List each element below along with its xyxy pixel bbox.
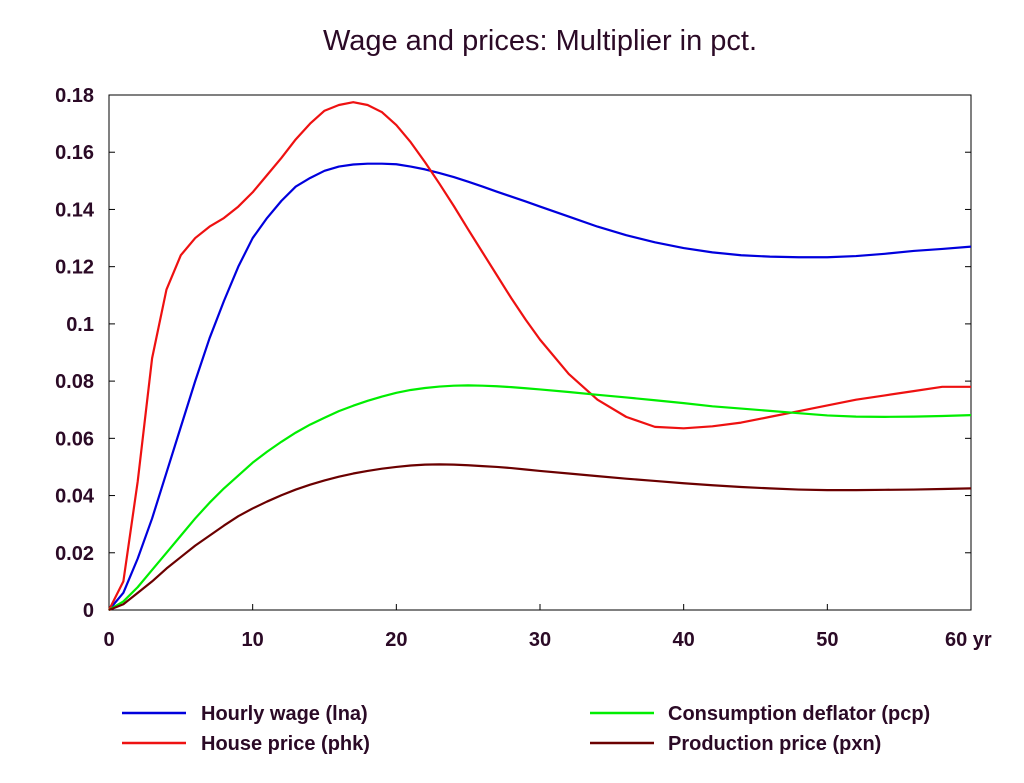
x-tick-label: 10 [242,629,264,651]
legend: Hourly wage (lna) House price (phk) Consum… [122,703,930,755]
y-tick-label: 0.12 [55,257,94,279]
series-lines [108,101,972,612]
y-tick-label: 0.04 [55,486,95,508]
legend-label: House price (phk) [201,733,370,755]
x-tick-label: 20 [385,629,407,651]
x-axis: 0 10 20 30 40 50 60 yr [103,604,992,651]
series-line-1 [108,101,971,611]
chart-title: Wage and prices: Multiplier in pct. [323,25,757,57]
legend-label: Production price (pxn) [668,733,881,755]
series-line-0 [108,162,972,611]
y-tick-label: 0.16 [55,142,94,164]
series-line-2 [108,384,972,611]
y-tick-label: 0.1 [66,314,94,336]
y-axis: 0 0.02 0.04 0.06 0.08 0.1 0.12 0.14 0.16 0.18 [55,85,971,622]
plot-frame [108,94,972,611]
y-tick-label: 0.02 [55,543,94,565]
x-tick-label: 40 [673,629,695,651]
y-tick-label: 0.14 [55,199,95,221]
x-tick-label: 60 yr [945,629,992,651]
y-tick-label: 0.18 [55,85,94,107]
legend-label: Hourly wage (lna) [201,703,368,725]
y-tick-label: 0 [83,600,94,622]
legend-label: Consumption deflator (pcp) [668,703,930,725]
series-line-3 [108,463,972,612]
y-tick-label: 0.06 [55,428,94,450]
x-tick-label: 50 [816,629,838,651]
y-tick-label: 0.08 [55,371,94,393]
x-tick-label: 30 [529,629,551,651]
x-tick-label: 0 [103,629,114,651]
